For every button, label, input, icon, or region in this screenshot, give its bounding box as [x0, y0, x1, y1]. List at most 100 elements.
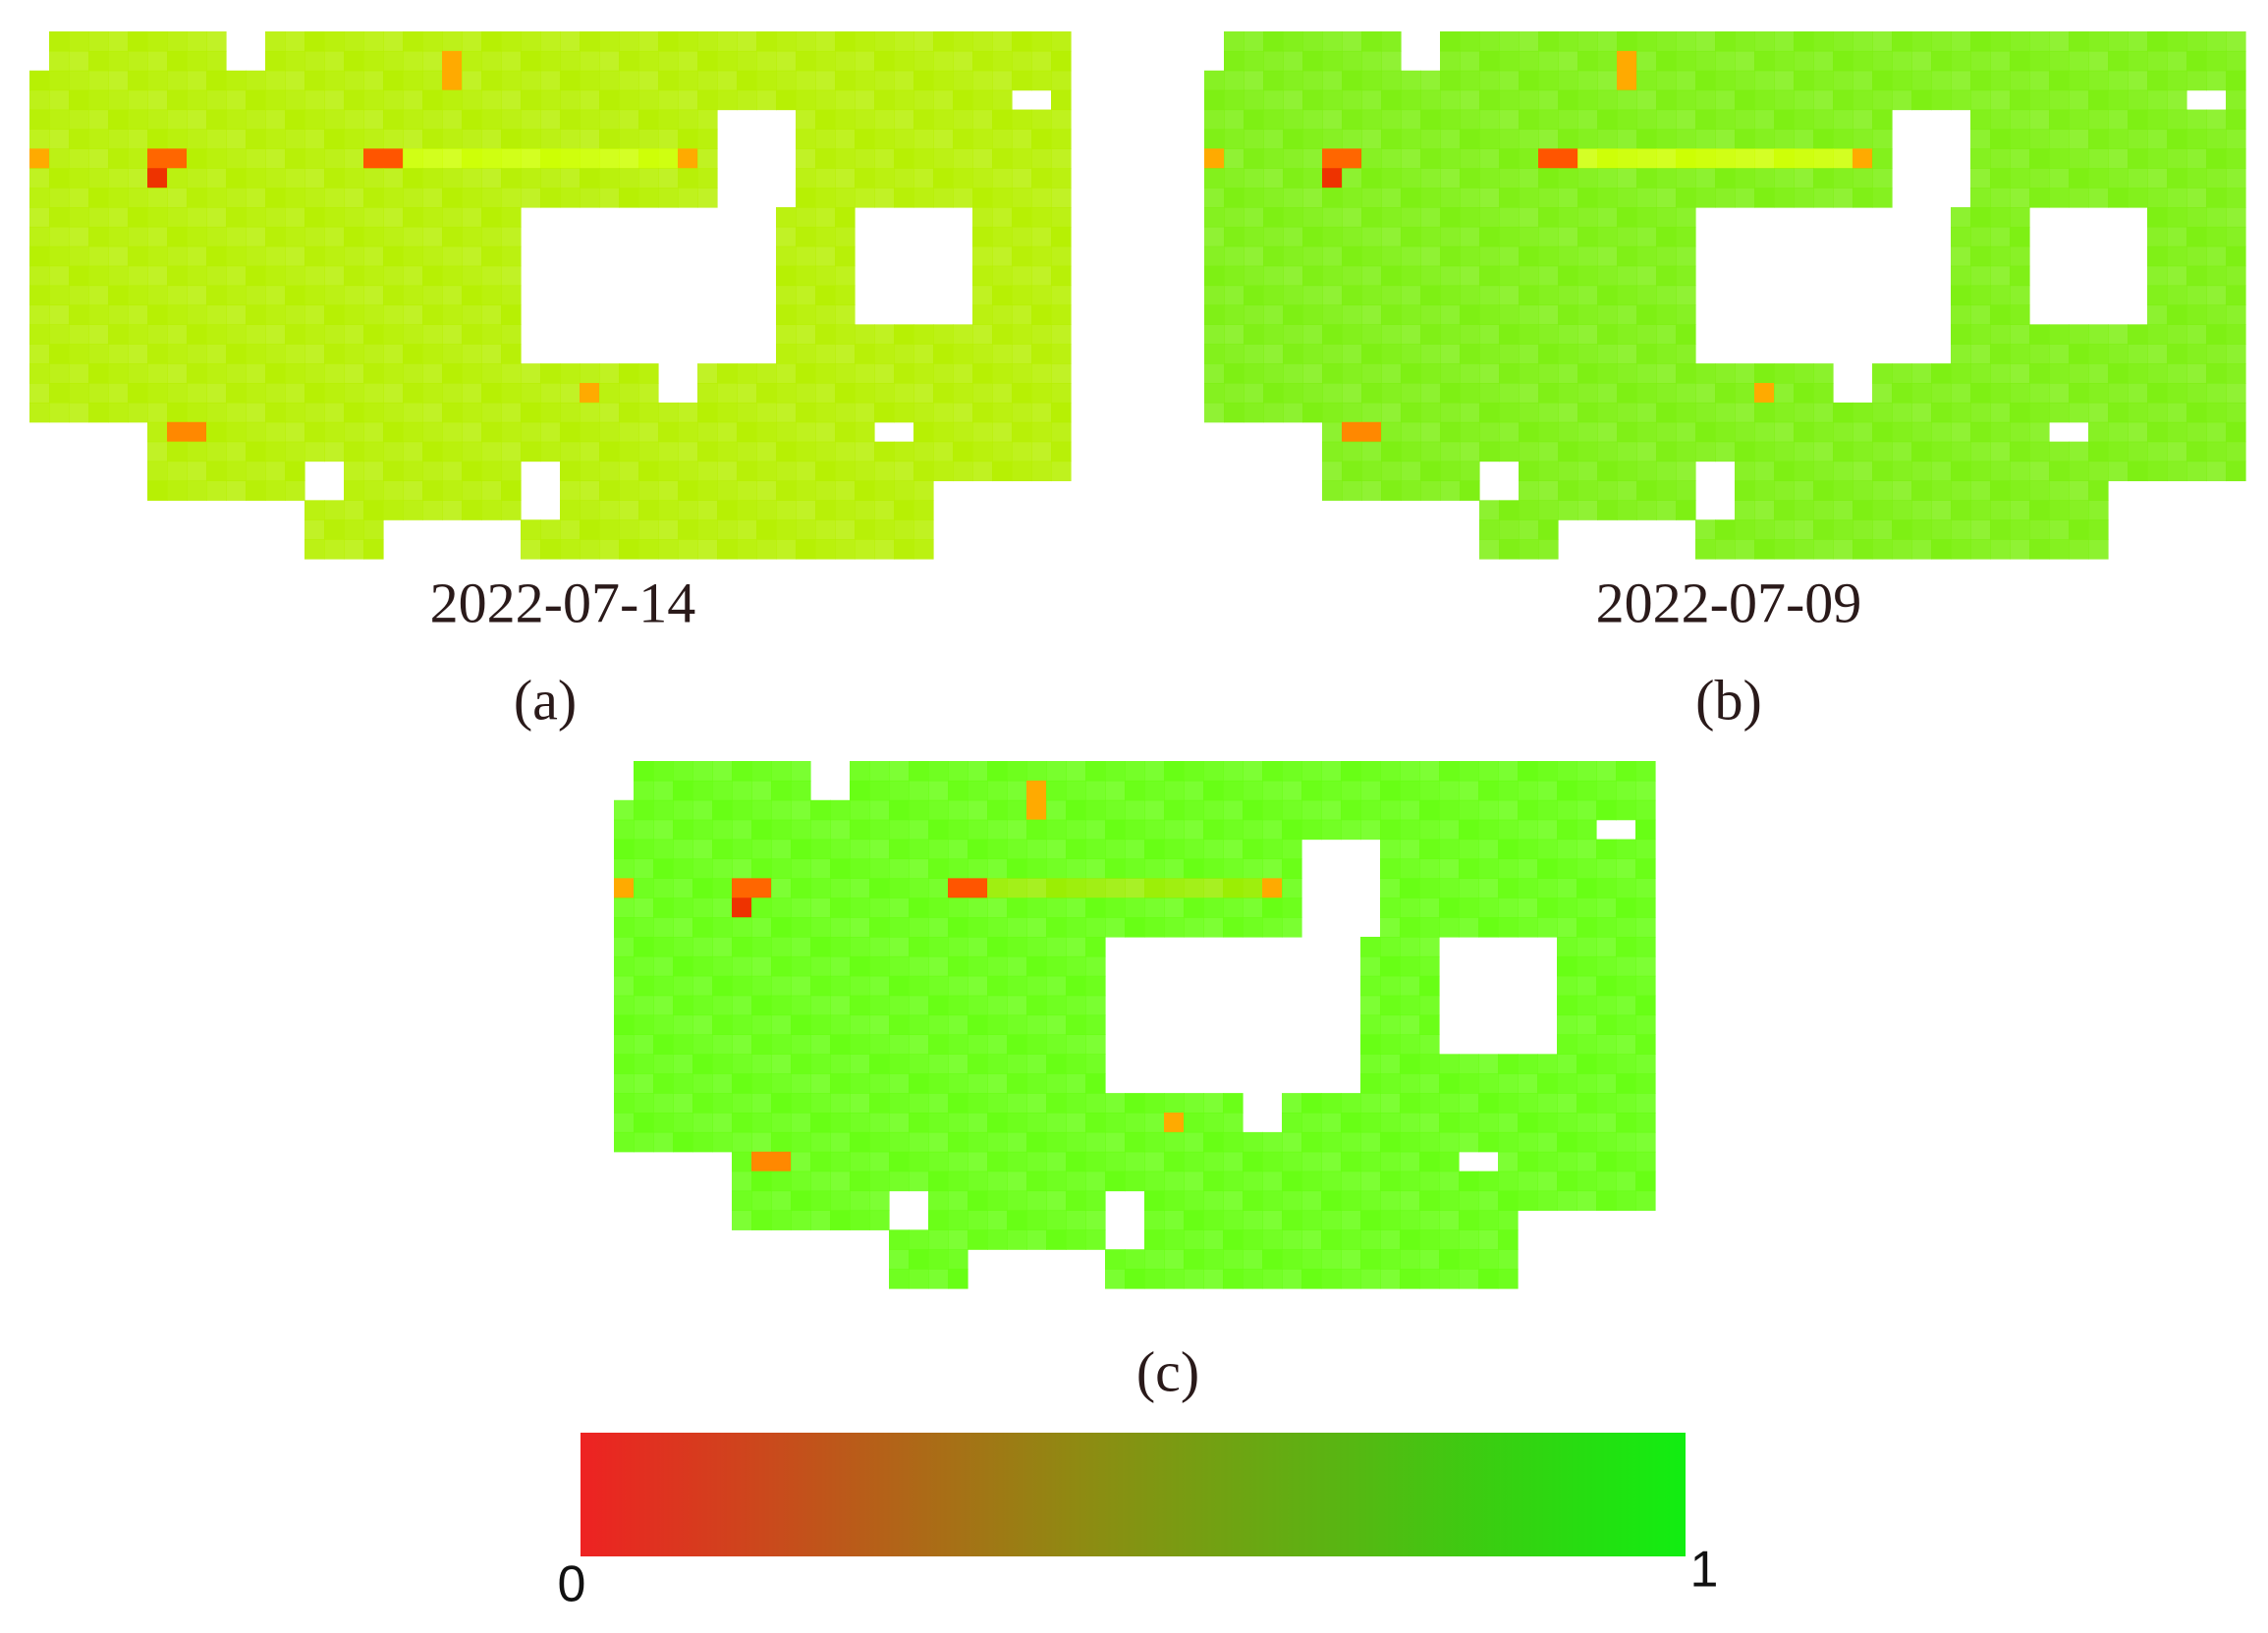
- heatmap-cell: [987, 937, 1008, 957]
- heatmap-cell: [1459, 1113, 1479, 1133]
- heatmap-cell: [1676, 50, 1696, 72]
- heatmap-cell: [614, 799, 635, 821]
- heatmap-cell: [1794, 31, 1814, 52]
- heatmap-cell: [987, 1093, 1008, 1114]
- heatmap-cell: [1990, 109, 2011, 131]
- heatmap-cell: [1499, 539, 1520, 560]
- heatmap-cell: [1537, 917, 1558, 938]
- heatmap-cell: [909, 1014, 929, 1036]
- heatmap-cell: [1419, 1034, 1440, 1055]
- heatmap-cell: [246, 480, 266, 501]
- heatmap-cell: [1361, 70, 1382, 91]
- heatmap-cell: [481, 168, 502, 189]
- heatmap-cell: [1853, 70, 1873, 91]
- heatmap-cell: [1872, 129, 1893, 149]
- heatmap-cell: [1754, 441, 1775, 463]
- heatmap-cell: [246, 226, 266, 247]
- heatmap-cell: [1164, 1229, 1185, 1250]
- heatmap-cell: [363, 70, 384, 91]
- heatmap-cell: [481, 226, 502, 247]
- heatmap-cell: [619, 89, 639, 111]
- heatmap-cell: [1026, 839, 1047, 860]
- heatmap-cell: [1046, 1229, 1067, 1250]
- heatmap-cell: [830, 917, 851, 938]
- heatmap-cell: [712, 1113, 733, 1133]
- heatmap-cell: [1144, 1229, 1165, 1250]
- heatmap-cell: [206, 207, 227, 228]
- heatmap-cell: [1283, 402, 1303, 423]
- heatmap-cell: [383, 129, 404, 149]
- heatmap-cell: [108, 31, 129, 52]
- heatmap-cell: [88, 188, 109, 208]
- heatmap-cell: [69, 245, 89, 267]
- heatmap-cell: [1400, 1269, 1420, 1289]
- heatmap-cell: [599, 363, 620, 384]
- heatmap-cell: [1951, 89, 1971, 111]
- heatmap-cell: [1833, 461, 1853, 482]
- heatmap-cell: [1012, 70, 1032, 91]
- heatmap-cell: [1970, 363, 1991, 384]
- heatmap-cell: [1302, 226, 1323, 247]
- heatmap-cell: [928, 1249, 949, 1270]
- heatmap-cell: [1263, 226, 1284, 247]
- heatmap-cell: [2029, 129, 2050, 149]
- heatmap-cell: [1833, 148, 1853, 169]
- heatmap-cell: [1007, 1054, 1027, 1074]
- heatmap-cell: [1656, 226, 1677, 247]
- heatmap-cell: [909, 878, 929, 898]
- heatmap-cell: [1381, 363, 1402, 384]
- heatmap-cell: [1853, 402, 1873, 423]
- heatmap-cell: [1460, 70, 1480, 91]
- heatmap-cell: [1341, 1131, 1361, 1153]
- heatmap-cell: [1479, 441, 1500, 463]
- heatmap-cell: [1538, 245, 1559, 267]
- heatmap-cell: [1498, 1249, 1519, 1270]
- heatmap-cell: [992, 50, 1013, 72]
- heatmap-cell: [889, 1249, 910, 1270]
- heatmap-cell: [1051, 461, 1072, 482]
- heatmap-cell: [1460, 207, 1480, 228]
- heatmap-cell: [1460, 50, 1480, 72]
- heatmap-cell: [1597, 89, 1618, 111]
- heatmap-cell: [481, 324, 502, 345]
- heatmap-cell: [540, 188, 561, 208]
- heatmap-cell: [737, 421, 757, 443]
- heatmap-cell: [810, 1131, 831, 1153]
- heatmap-cell: [69, 226, 89, 247]
- heatmap-cell: [2088, 70, 2109, 91]
- heatmap-cell: [167, 70, 188, 91]
- heatmap-cell: [226, 344, 247, 364]
- heatmap-cell: [717, 480, 738, 501]
- heatmap-cell: [128, 207, 148, 228]
- heatmap-cell: [1479, 70, 1500, 91]
- heatmap-cell: [363, 285, 384, 306]
- heatmap-cell: [1715, 519, 1736, 540]
- heatmap-cell: [913, 31, 934, 52]
- heatmap-cell: [1380, 1054, 1401, 1074]
- heatmap-cell: [2108, 344, 2129, 364]
- heatmap-cell: [2167, 421, 2187, 443]
- heatmap-cell: [1282, 898, 1302, 918]
- heatmap-cell: [599, 188, 620, 208]
- heatmap-cell: [383, 207, 404, 228]
- heatmap-cell: [128, 188, 148, 208]
- heatmap-cell: [560, 129, 581, 149]
- heatmap-cell: [776, 402, 797, 423]
- heatmap-cell: [1046, 878, 1067, 898]
- heatmap-cell: [265, 265, 286, 287]
- heatmap-cell: [810, 1073, 831, 1094]
- heatmap-cell: [481, 383, 502, 404]
- heatmap-cell: [1026, 995, 1047, 1016]
- heatmap-cell: [1872, 148, 1893, 169]
- heatmap-cell: [1577, 1113, 1597, 1133]
- heatmap-cell: [1360, 937, 1381, 957]
- heatmap-cell: [2108, 188, 2129, 208]
- heatmap-cell: [1813, 31, 1834, 52]
- heatmap-cell: [442, 285, 463, 306]
- heatmap-cell: [1990, 129, 2011, 149]
- heatmap-cell: [442, 383, 463, 404]
- heatmap-cell: [1244, 226, 1264, 247]
- heatmap-cell: [1931, 441, 1952, 463]
- heatmap-cell: [1616, 761, 1636, 782]
